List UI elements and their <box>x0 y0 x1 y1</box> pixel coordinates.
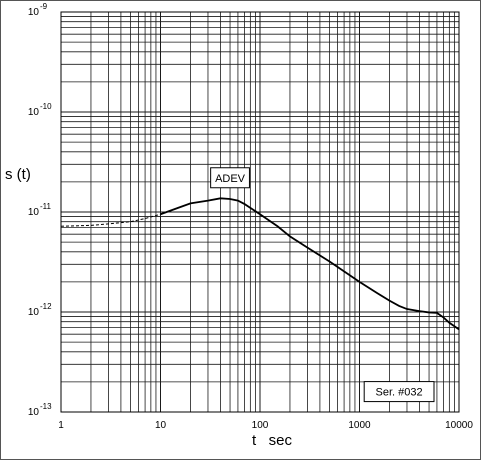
grid-lines <box>60 11 460 413</box>
y-tick-exponent: -10 <box>40 102 52 111</box>
serial-label: Ser. #032 <box>376 387 423 399</box>
x-axis-label: t sec <box>252 432 293 449</box>
y-tick-exponent: -9 <box>40 2 48 11</box>
y-tick-exponent: -11 <box>40 202 52 211</box>
y-tick-label: 10 <box>28 407 40 418</box>
y-tick-exponent: -13 <box>40 402 52 411</box>
y-tick-exponent: -12 <box>40 302 52 311</box>
x-tick-label: 100 <box>252 420 269 431</box>
x-tick-label: 1000 <box>348 420 371 431</box>
y-tick-label: 10 <box>28 307 40 318</box>
y-axis-label: s (t) <box>5 166 31 183</box>
adev-curve-dashed <box>60 213 161 227</box>
y-tick-label: 10 <box>28 7 40 18</box>
x-tick-label: 10 <box>155 420 167 431</box>
adev-curve <box>160 197 460 331</box>
serial-label-box <box>363 381 435 403</box>
y-tick-label: 10 <box>28 107 40 118</box>
plot-frame <box>60 11 460 413</box>
x-tick-label: 1 <box>58 420 64 431</box>
adev-label-box <box>210 167 250 189</box>
y-tick-label: 10 <box>28 207 40 218</box>
x-tick-label: 10000 <box>445 420 473 431</box>
adev-label: ADEV <box>215 173 246 185</box>
